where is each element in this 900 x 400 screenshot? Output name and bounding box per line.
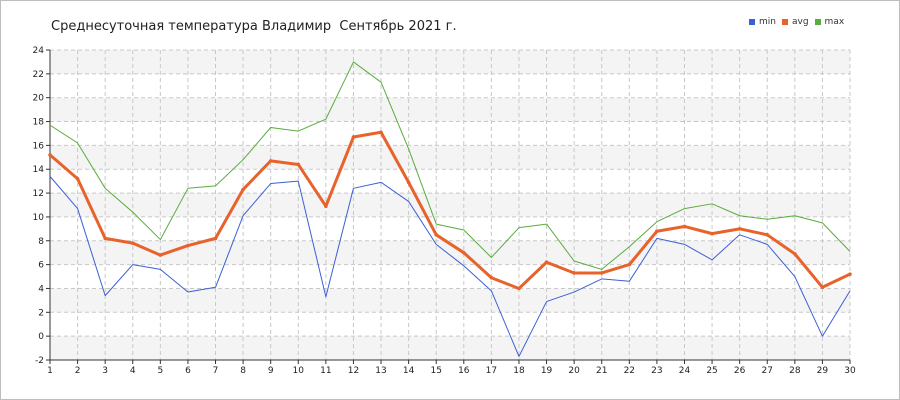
x-tick-label: 15 [430, 366, 441, 376]
y-tick-label: 0 [38, 332, 44, 342]
series-line-avg [49, 130, 851, 290]
data-point-avg [682, 224, 687, 229]
data-point-avg [241, 187, 245, 192]
series-line-min [49, 176, 851, 357]
data-point-avg [655, 229, 659, 234]
data-point-avg [572, 271, 576, 275]
x-tick-label: 24 [679, 366, 691, 376]
grid-band [50, 145, 850, 170]
y-tick-label: 16 [33, 141, 45, 151]
data-point-avg [599, 271, 604, 275]
data-point-avg [103, 236, 107, 241]
legend-swatch-avg [781, 19, 788, 25]
grid-band [50, 336, 850, 360]
x-tick-label: 21 [596, 366, 607, 376]
data-point-avg [186, 243, 190, 248]
x-tick-label: 12 [348, 366, 359, 376]
data-point-avg [158, 253, 163, 257]
grid-band [50, 50, 850, 74]
grid-band [50, 193, 850, 217]
x-tick-label: 11 [320, 366, 331, 376]
x-tick-label: 28 [789, 366, 801, 376]
data-point-avg [351, 135, 356, 139]
y-tick-label: 20 [33, 94, 45, 104]
data-point-avg [848, 272, 852, 276]
x-tick-label: 10 [293, 366, 305, 376]
data-point-avg [379, 130, 383, 135]
y-tick-label: 4 [38, 284, 44, 294]
chart-title: Среднесуточная температура Владимир Сент… [51, 19, 457, 34]
x-tick-label: 30 [844, 366, 856, 376]
x-tick-label: 1 [47, 366, 53, 376]
data-point-avg [268, 159, 273, 163]
legend-swatch-min [749, 19, 755, 25]
y-tick-label: 22 [33, 70, 44, 80]
y-tick-label: 24 [33, 46, 45, 56]
x-tick-label: 20 [568, 366, 580, 376]
legend-item-min: min [749, 17, 776, 27]
data-point-avg [406, 180, 411, 185]
x-tick-label: 7 [213, 366, 219, 376]
x-tick-label: 6 [185, 366, 191, 376]
x-tick-label: 27 [762, 366, 773, 376]
grid-band [50, 240, 850, 265]
data-point-avg [48, 153, 52, 157]
y-tick-label: 14 [33, 165, 45, 175]
data-point-avg [793, 252, 797, 256]
x-tick-label: 4 [130, 366, 136, 376]
x-tick-label: 23 [651, 366, 662, 376]
y-tick-label: 2 [38, 308, 44, 318]
y-tick-label: 8 [38, 237, 44, 247]
data-point-avg [489, 275, 494, 280]
x-tick-label: 26 [734, 366, 746, 376]
data-point-avg [130, 241, 135, 245]
data-point-avg [434, 233, 439, 237]
x-tick-label: 29 [817, 366, 829, 376]
legend-swatch-max [814, 19, 821, 25]
data-point-avg [627, 262, 632, 267]
x-tick-label: 8 [240, 366, 246, 376]
x-tick-label: 22 [624, 366, 635, 376]
y-tick-label: 10 [33, 213, 45, 223]
legend-item-max: max [814, 17, 845, 27]
y-tick-label: -2 [35, 356, 44, 366]
series-line-max [49, 61, 851, 270]
x-tick-label: 19 [541, 366, 553, 376]
data-point-avg [324, 204, 328, 208]
data-point-avg [296, 162, 301, 167]
x-tick-label: 25 [706, 366, 717, 376]
x-tick-label: 5 [157, 366, 163, 376]
grid-band [50, 97, 850, 122]
x-tick-label: 3 [102, 366, 108, 376]
data-point-avg [820, 285, 825, 290]
x-tick-label: 14 [403, 366, 415, 376]
data-point-avg [75, 176, 80, 181]
data-point-avg [737, 227, 742, 231]
legend-label-min: min [759, 17, 776, 27]
y-tick-label: 18 [33, 118, 45, 128]
data-point-avg [213, 236, 218, 241]
x-tick-label: 16 [458, 366, 470, 376]
chart-legend: min avg max [749, 15, 850, 29]
data-point-avg [765, 233, 770, 237]
legend-item-avg: avg [781, 17, 809, 27]
legend-label-max: max [824, 17, 845, 27]
legend-label-avg: avg [791, 17, 809, 27]
x-tick-label: 18 [513, 366, 525, 376]
y-tick-label: 12 [33, 189, 44, 199]
x-tick-label: 13 [375, 366, 386, 376]
data-point-avg [544, 260, 549, 265]
data-point-avg [517, 286, 521, 291]
y-tick-label: 6 [38, 261, 44, 271]
data-point-avg [461, 250, 466, 255]
x-tick-label: 9 [268, 366, 274, 376]
x-tick-label: 2 [75, 366, 81, 376]
data-point-avg [710, 231, 714, 236]
grid-band [50, 288, 850, 313]
x-tick-label: 17 [486, 366, 497, 376]
